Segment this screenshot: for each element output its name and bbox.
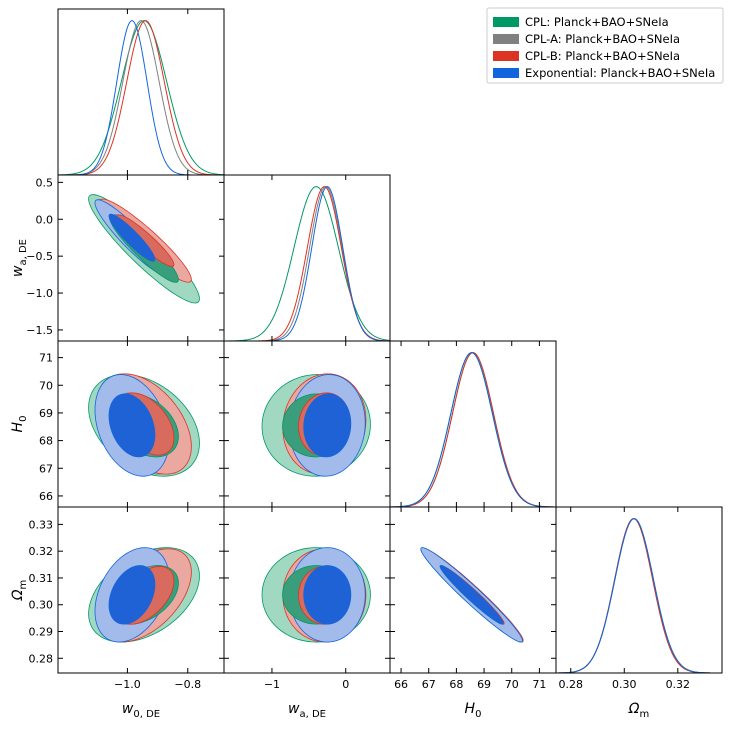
- contour-68-exponential: [108, 213, 156, 262]
- marginal-cpl-H0: [390, 352, 556, 507]
- panel-content: [261, 547, 371, 643]
- x-tick-label: −1: [264, 678, 280, 691]
- y-tick-label: −0.5: [26, 250, 53, 263]
- panel-content: [58, 20, 224, 175]
- y-tick-label: 68: [39, 435, 53, 448]
- marginal-exponential-w0: [58, 20, 224, 175]
- y-tick-label: 0.28: [29, 652, 54, 665]
- panel-H0-H0: [389, 340, 557, 508]
- y-axis-label-wa: wa, DE: [10, 239, 29, 277]
- panel-content: [88, 373, 200, 477]
- x-axis-label-w0: w0, DE: [122, 701, 160, 720]
- y-axis-label-H0: H0: [10, 416, 29, 433]
- marginal-cpl-a-wa: [224, 186, 390, 341]
- marginal-exponential-Om: [556, 518, 722, 673]
- y-tick-label: 0.30: [29, 599, 54, 612]
- contour-68-exponential: [303, 565, 352, 625]
- y-tick-label: 70: [39, 379, 53, 392]
- legend-box: [486, 7, 724, 84]
- x-tick-label: 0.30: [612, 678, 637, 691]
- x-tick-label: 68: [449, 678, 463, 691]
- y-tick-label: 0.5: [36, 176, 54, 189]
- marginal-cpl-a-Om: [556, 518, 722, 673]
- legend-swatch: [493, 34, 519, 44]
- y-tick-label: 71: [39, 352, 53, 365]
- contour-68-exponential: [108, 565, 156, 625]
- panel-H0-Om: 66 67 68 69 70 71 H0: [389, 506, 557, 720]
- contour-68-exponential: [439, 565, 504, 625]
- panel-content: [390, 352, 556, 507]
- x-tick-label: 67: [422, 678, 436, 691]
- y-tick-label: 67: [39, 462, 53, 475]
- x-tick-label: 69: [477, 678, 491, 691]
- marginal-cpl-a-H0: [390, 352, 556, 507]
- legend-label: CPL: Planck+BAO+SNeIa: [525, 15, 669, 29]
- marginal-cpl-b-Om: [556, 518, 722, 673]
- panel-frame: [389, 340, 557, 508]
- y-tick-label: 0.33: [29, 518, 54, 531]
- y-tick-label: 66: [39, 490, 53, 503]
- marginal-cpl-Om: [556, 518, 722, 673]
- x-tick-label: 0.28: [558, 678, 583, 691]
- legend-swatch: [493, 51, 519, 61]
- y-tick-label: 69: [39, 407, 53, 420]
- x-tick-label: −1.0: [114, 678, 141, 691]
- panel-w0-Om: −1.0 −0.8 0.33 0.32 0.31 0.30 0.29 0.28 w0, DE Ωm: [10, 506, 225, 720]
- legend-swatch: [493, 17, 519, 27]
- y-axis-label-Om: Ωm: [10, 580, 29, 601]
- panels-layer: 0.5 0.0 −0.5 −1.0 −1.5 wa, DE 66 67 68 69 70 71 H0 −1…: [10, 8, 723, 720]
- panel-content: [88, 194, 200, 304]
- x-tick-label: 71: [532, 678, 546, 691]
- y-tick-label: −1.5: [26, 324, 53, 337]
- x-axis-label-Om: Ωm: [628, 701, 649, 720]
- marginal-cpl-wa: [224, 186, 390, 341]
- marginal-cpl-w0: [58, 20, 224, 175]
- panel-content: [261, 373, 371, 477]
- panel-content: [420, 547, 524, 643]
- legend-label: CPL-A: Planck+BAO+SNeIa: [525, 32, 680, 46]
- x-tick-label: 0: [342, 678, 349, 691]
- x-tick-label: 70: [505, 678, 519, 691]
- panel-content: [556, 518, 722, 673]
- legend-swatch: [493, 68, 519, 78]
- panel-wa-Om: −1 0 wa, DE: [223, 506, 391, 720]
- y-tick-label: 0.0: [36, 213, 54, 226]
- panel-w0-w0: [57, 8, 225, 176]
- y-tick-label: 0.31: [29, 572, 54, 585]
- x-tick-label: −0.8: [174, 678, 201, 691]
- panel-w0-wa: 0.5 0.0 −0.5 −1.0 −1.5 wa, DE: [10, 174, 225, 342]
- panel-frame: [555, 506, 723, 674]
- x-tick-label: 0.32: [666, 678, 691, 691]
- marginal-exponential-H0: [390, 352, 556, 507]
- legend-label: Exponential: Planck+BAO+SNeIa: [525, 66, 715, 80]
- x-axis-label-H0: H0: [465, 701, 482, 720]
- y-tick-label: 0.32: [29, 545, 54, 558]
- panel-w0-H0: 66 67 68 69 70 71 H0: [10, 340, 225, 508]
- panel-wa-H0: [223, 340, 391, 508]
- y-tick-label: 0.29: [29, 626, 54, 639]
- contour-68-exponential: [108, 393, 156, 458]
- legend-label: CPL-B: Planck+BAO+SNeIa: [525, 49, 680, 63]
- marginal-exponential-wa: [224, 186, 390, 341]
- x-tick-label: 66: [394, 678, 408, 691]
- panel-content: [88, 547, 200, 643]
- y-tick-label: −1.0: [26, 287, 53, 300]
- panel-wa-wa: [223, 174, 391, 342]
- contour-68-exponential: [303, 393, 352, 458]
- panel-Om-Om: 0.28 0.30 0.32 Ωm: [555, 506, 723, 720]
- marginal-cpl-b-H0: [390, 352, 556, 507]
- panel-content: [224, 186, 390, 341]
- legend: CPL: Planck+BAO+SNeIa CPL-A: Planck+BAO+S…: [486, 7, 724, 84]
- x-axis-label-wa: wa, DE: [288, 701, 326, 720]
- panel-frame: [57, 8, 225, 176]
